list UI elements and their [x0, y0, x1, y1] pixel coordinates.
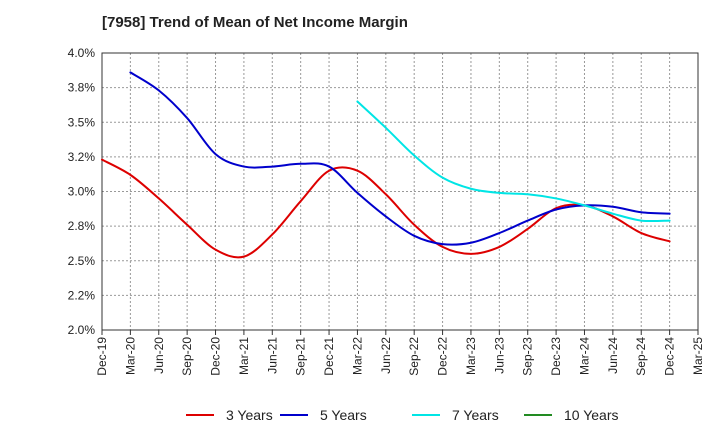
- legend-swatch-7-years: [412, 414, 440, 416]
- y-tick-label: 4.0%: [68, 46, 96, 60]
- legend-swatch-3-years: [186, 414, 214, 416]
- x-tick-label: Dec-24: [663, 337, 677, 376]
- line-chart: 4.0%3.8%3.5%3.2%3.0%2.8%2.5%2.2%2.0%Dec-…: [68, 46, 705, 376]
- legend-label-3-years: 3 Years: [226, 407, 273, 423]
- y-tick-label: 2.0%: [68, 323, 96, 337]
- grid-layer: [102, 53, 698, 330]
- x-tick-label: Jun-23: [492, 337, 506, 374]
- legend-label-5-years: 5 Years: [320, 407, 367, 423]
- x-tick-label: Dec-22: [436, 337, 450, 376]
- axis-layer: [101, 52, 699, 335]
- x-tick-label: Dec-23: [549, 337, 563, 376]
- x-tick-label: Mar-21: [237, 337, 251, 375]
- series-line-7-years: [356, 100, 671, 223]
- y-tick-label: 3.2%: [68, 150, 96, 164]
- series-line-3-years: [101, 158, 671, 259]
- x-tick-label: Dec-21: [322, 337, 336, 376]
- x-tick-label: Sep-22: [407, 337, 421, 376]
- y-tick-label: 3.5%: [68, 115, 96, 129]
- y-tick-label: 3.8%: [68, 81, 96, 95]
- legend-swatch-5-years: [280, 414, 308, 416]
- x-tick-label: Mar-23: [464, 337, 478, 375]
- y-tick-label: 2.5%: [68, 254, 96, 268]
- legend-label-7-years: 7 Years: [452, 407, 499, 423]
- plot-frame: [101, 52, 699, 331]
- x-tick-label: Mar-24: [577, 337, 591, 375]
- x-tick-label: Mar-22: [350, 337, 364, 375]
- x-tick-label: Mar-25: [691, 337, 705, 375]
- legend-label-10-years: 10 Years: [564, 407, 619, 423]
- x-tick-label: Sep-24: [634, 337, 648, 376]
- legend-swatch-10-years: [524, 414, 552, 416]
- label-layer: 4.0%3.8%3.5%3.2%3.0%2.8%2.5%2.2%2.0%Dec-…: [68, 46, 705, 376]
- x-tick-label: Sep-21: [294, 337, 308, 376]
- x-tick-label: Dec-19: [95, 337, 109, 376]
- x-tick-label: Sep-20: [180, 337, 194, 376]
- y-tick-label: 2.2%: [68, 288, 96, 302]
- legend-item-5-years: 5 Years: [280, 404, 367, 426]
- chart-legend: 3 Years 5 Years 7 Years 10 Years: [0, 404, 720, 426]
- x-tick-label: Jun-24: [606, 337, 620, 374]
- chart-title: [7958] Trend of Mean of Net Income Margi…: [102, 14, 408, 31]
- legend-item-7-years: 7 Years: [412, 404, 499, 426]
- y-tick-label: 2.8%: [68, 219, 96, 233]
- x-tick-label: Jun-20: [152, 337, 166, 374]
- x-tick-label: Sep-23: [521, 337, 535, 376]
- legend-item-10-years: 10 Years: [524, 404, 619, 426]
- series-line-5-years: [129, 71, 671, 246]
- legend-item-3-years: 3 Years: [186, 404, 273, 426]
- x-tick-label: Dec-20: [209, 337, 223, 376]
- x-tick-label: Jun-21: [265, 337, 279, 374]
- x-tick-label: Jun-22: [379, 337, 393, 374]
- series-layer: [101, 71, 671, 259]
- x-tick-label: Mar-20: [123, 337, 137, 375]
- y-tick-label: 3.0%: [68, 185, 96, 199]
